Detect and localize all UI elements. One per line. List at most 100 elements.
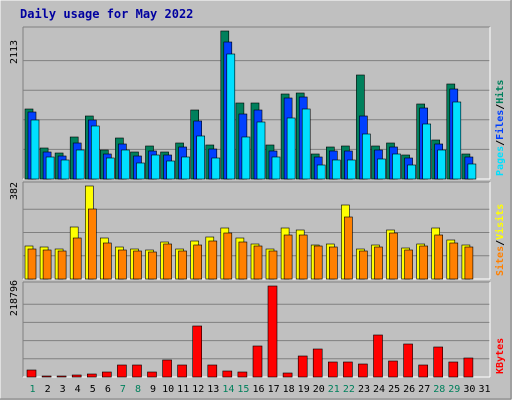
bar-pages-day-11 xyxy=(181,156,190,180)
day-label-8: 8 xyxy=(135,384,141,395)
bar-kbytes-day-10 xyxy=(162,359,172,378)
y-max-label-kbytes: 218796 xyxy=(9,280,20,316)
legend-hits: Hits xyxy=(494,80,506,104)
legend-sep-2: / xyxy=(495,104,506,110)
bar-kbytes-day-18 xyxy=(282,372,293,378)
bar-kbytes-day-20 xyxy=(312,348,323,378)
bar-kbytes-day-26 xyxy=(403,343,413,378)
bar-pages-day-25 xyxy=(392,153,401,180)
y-max-label-hits: 2113 xyxy=(9,40,20,64)
bar-sites-day-12 xyxy=(193,244,202,280)
day-label-1: 1 xyxy=(29,384,35,395)
bar-sites-day-9 xyxy=(148,251,157,280)
bar-pages-day-7 xyxy=(121,149,130,180)
bar-pages-day-24 xyxy=(377,158,386,180)
bar-sites-day-10 xyxy=(163,243,172,280)
bar-sites-day-22 xyxy=(344,216,353,280)
day-label-16: 16 xyxy=(252,384,264,395)
bar-kbytes-day-29 xyxy=(448,361,459,378)
day-label-24: 24 xyxy=(373,384,385,395)
day-label-25: 25 xyxy=(388,384,400,395)
day-label-7: 7 xyxy=(120,384,126,395)
chart-panels xyxy=(22,26,491,378)
bar-kbytes-day-16 xyxy=(252,345,263,378)
bar-pages-day-5 xyxy=(91,125,100,180)
panel-kbytes xyxy=(22,281,491,378)
bar-pages-day-12 xyxy=(196,135,205,180)
bar-kbytes-day-9 xyxy=(147,371,157,378)
legend-sep-3: / xyxy=(495,240,506,246)
bar-kbytes-day-6 xyxy=(102,371,112,378)
bar-kbytes-day-15 xyxy=(237,371,248,378)
bar-pages-day-4 xyxy=(75,149,85,180)
day-label-5: 5 xyxy=(90,384,96,395)
day-label-10: 10 xyxy=(162,384,174,395)
legend-visits: Visits xyxy=(494,204,506,240)
legend-hits-files-pages: Pages/Files/Hits xyxy=(494,80,506,176)
day-label-23: 23 xyxy=(358,384,370,395)
bar-pages-day-29 xyxy=(452,101,462,180)
bar-kbytes-day-24 xyxy=(373,334,383,378)
day-label-14: 14 xyxy=(222,384,234,395)
bar-sites-day-24 xyxy=(374,246,383,280)
bar-pages-day-17 xyxy=(271,156,281,180)
bar-sites-day-8 xyxy=(133,250,142,280)
bar-kbytes-day-3 xyxy=(56,375,67,378)
bar-pages-day-18 xyxy=(286,117,296,180)
day-label-4: 4 xyxy=(75,384,81,395)
day-label-19: 19 xyxy=(298,384,310,395)
day-label-31: 31 xyxy=(478,384,490,395)
bar-sites-day-14 xyxy=(223,232,233,280)
bar-kbytes-day-12 xyxy=(192,325,202,378)
day-label-11: 11 xyxy=(177,384,189,395)
bar-pages-day-13 xyxy=(211,157,221,180)
bar-kbytes-day-8 xyxy=(132,364,142,378)
bar-pages-day-14 xyxy=(226,53,236,180)
bar-kbytes-day-2 xyxy=(41,375,52,378)
legend-sep-1: / xyxy=(495,140,506,146)
day-label-13: 13 xyxy=(207,384,219,395)
bar-kbytes-day-14 xyxy=(222,370,233,378)
day-label-20: 20 xyxy=(313,384,325,395)
bar-kbytes-day-19 xyxy=(297,355,308,378)
bar-sites-day-1 xyxy=(27,248,37,280)
bar-pages-day-20 xyxy=(316,164,326,180)
chart-title: Daily usage for May 2022 xyxy=(20,7,193,21)
bar-sites-day-29 xyxy=(449,242,459,280)
bar-pages-day-27 xyxy=(422,123,432,180)
day-label-12: 12 xyxy=(192,384,204,395)
bar-pages-day-30 xyxy=(467,163,477,180)
bar-pages-day-19 xyxy=(301,108,311,180)
legend-visits-sites: Sites/Visits xyxy=(494,204,506,276)
bar-sites-day-30 xyxy=(464,246,474,280)
bar-pages-day-6 xyxy=(106,157,115,180)
day-label-2: 2 xyxy=(45,384,51,395)
legend-files: Files xyxy=(494,110,506,140)
day-label-6: 6 xyxy=(105,384,111,395)
bar-sites-day-20 xyxy=(313,245,323,280)
bar-kbytes-day-30 xyxy=(463,357,474,378)
bar-sites-day-7 xyxy=(118,249,127,280)
bar-sites-day-25 xyxy=(389,232,398,280)
day-label-18: 18 xyxy=(283,384,295,395)
bar-pages-day-21 xyxy=(331,159,341,180)
bar-kbytes-day-21 xyxy=(327,361,338,378)
bar-sites-day-4 xyxy=(72,237,82,280)
bar-kbytes-day-23 xyxy=(358,363,368,378)
bar-pages-day-1 xyxy=(30,119,40,180)
bar-sites-day-26 xyxy=(404,249,413,280)
day-label-17: 17 xyxy=(268,384,280,395)
bar-sites-day-13 xyxy=(208,240,218,280)
bar-kbytes-day-5 xyxy=(87,373,97,378)
bar-sites-day-11 xyxy=(178,250,187,280)
bar-pages-day-23 xyxy=(362,133,371,180)
bar-pages-day-16 xyxy=(256,121,266,180)
bar-pages-day-22 xyxy=(347,159,356,180)
bar-kbytes-day-11 xyxy=(177,364,187,378)
day-label-28: 28 xyxy=(433,384,445,395)
day-label-29: 29 xyxy=(448,384,460,395)
bar-sites-day-17 xyxy=(268,250,278,280)
day-label-30: 30 xyxy=(463,384,475,395)
